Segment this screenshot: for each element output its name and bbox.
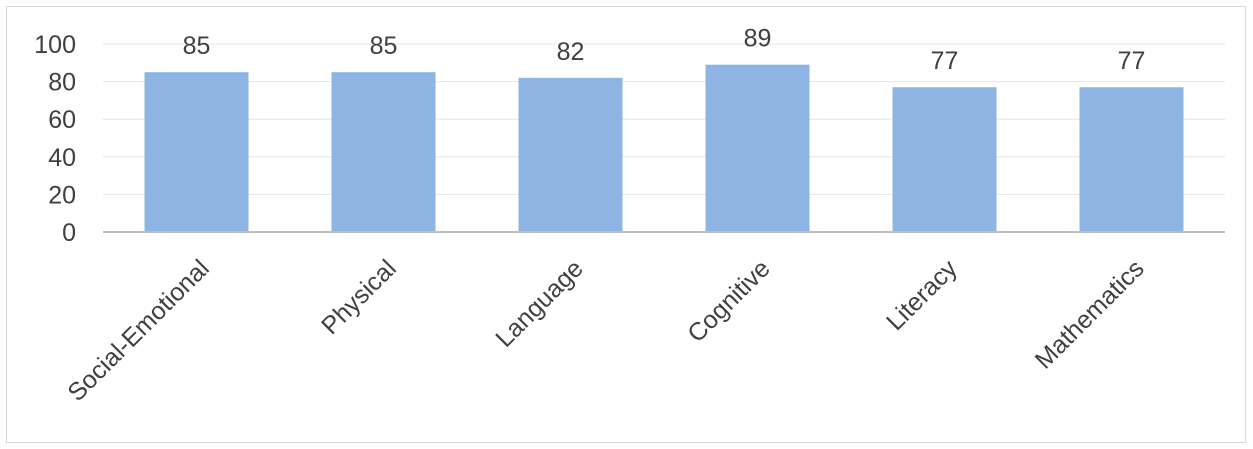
category-label: Social-Emotional (62, 254, 214, 406)
data-label: 89 (744, 25, 772, 53)
bar (518, 77, 623, 232)
bar (1079, 87, 1184, 233)
category-labels: Social-Emotional Physical Language Cognitiv… (62, 254, 1149, 407)
y-tick-label: 60 (48, 106, 76, 134)
gridlines (103, 43, 1225, 195)
data-label: 77 (1118, 47, 1146, 75)
bar (705, 64, 810, 233)
category-label: Physical (316, 254, 402, 340)
bar (892, 87, 997, 233)
category-label: Literacy (881, 254, 963, 336)
y-tick-label: 0 (62, 219, 76, 247)
data-label: 85 (370, 32, 398, 60)
data-label: 77 (931, 47, 959, 75)
data-labels: 85 85 82 89 77 77 (183, 25, 1146, 76)
bars (144, 64, 1184, 233)
category-label: Cognitive (682, 254, 776, 348)
bar (144, 72, 249, 232)
data-label: 82 (557, 38, 585, 66)
category-label: Language (490, 254, 588, 352)
y-axis-tick-labels: 0 20 40 60 80 100 (34, 31, 76, 247)
y-tick-label: 20 (48, 181, 76, 209)
y-tick-label: 80 (48, 69, 76, 97)
category-label: Mathematics (1030, 254, 1150, 374)
y-tick-label: 100 (34, 31, 76, 59)
bar (331, 72, 436, 232)
y-tick-label: 40 (48, 144, 76, 172)
data-label: 85 (183, 32, 211, 60)
